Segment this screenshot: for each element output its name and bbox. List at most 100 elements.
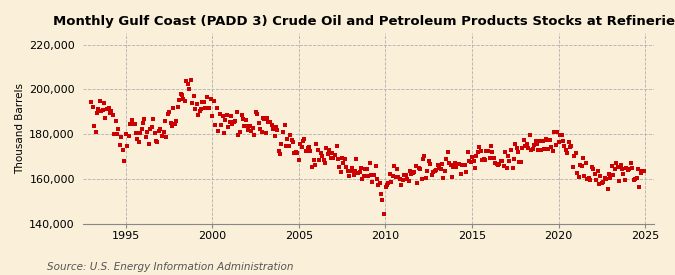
Point	[614, 179, 625, 183]
Point	[161, 135, 172, 139]
Point	[462, 150, 473, 155]
Point	[603, 172, 614, 177]
Point	[550, 143, 561, 147]
Point	[91, 111, 102, 115]
Point	[618, 172, 628, 176]
Point	[433, 166, 444, 171]
Point	[585, 178, 596, 182]
Point	[493, 162, 504, 167]
Point	[507, 165, 518, 170]
Point	[116, 134, 127, 139]
Point	[474, 144, 485, 149]
Point	[159, 119, 170, 123]
Point	[373, 183, 384, 187]
Point	[607, 163, 618, 168]
Point	[173, 97, 184, 102]
Point	[483, 148, 493, 153]
Point	[177, 93, 188, 97]
Point	[284, 144, 294, 148]
Point	[520, 144, 531, 148]
Point	[413, 166, 424, 170]
Point	[461, 170, 472, 174]
Point	[311, 142, 322, 146]
Point	[531, 142, 542, 147]
Point	[480, 158, 491, 162]
Point	[125, 122, 136, 126]
Point	[332, 156, 343, 161]
Point	[498, 164, 509, 168]
Point	[569, 154, 580, 158]
Point	[468, 159, 479, 163]
Point	[265, 120, 275, 124]
Point	[325, 156, 336, 161]
Point	[327, 151, 338, 155]
Point	[406, 172, 416, 177]
Point	[529, 143, 539, 147]
Point	[451, 165, 462, 169]
Point	[344, 174, 354, 179]
Point	[234, 130, 245, 134]
Point	[591, 178, 601, 182]
Point	[343, 169, 354, 174]
Point	[516, 160, 526, 164]
Point	[543, 147, 554, 151]
Point	[335, 169, 346, 174]
Point	[477, 158, 487, 163]
Point	[421, 175, 431, 180]
Point	[415, 167, 426, 172]
Point	[139, 117, 150, 121]
Point	[167, 123, 178, 128]
Point	[317, 154, 327, 158]
Point	[527, 147, 538, 152]
Point	[501, 166, 512, 170]
Point	[605, 176, 616, 180]
Point	[328, 155, 339, 160]
Point	[362, 167, 373, 171]
Point	[467, 155, 478, 159]
Point	[514, 160, 525, 164]
Point	[93, 107, 104, 112]
Point	[436, 162, 447, 167]
Point	[209, 99, 219, 104]
Point	[518, 138, 529, 142]
Point	[398, 177, 408, 182]
Point	[535, 138, 545, 143]
Point	[254, 127, 265, 131]
Point	[165, 121, 176, 126]
Point	[180, 99, 190, 103]
Point	[441, 156, 452, 161]
Point	[348, 172, 359, 177]
Point	[356, 166, 367, 170]
Point	[435, 166, 446, 171]
Point	[392, 166, 402, 171]
Point	[261, 131, 271, 135]
Point	[481, 149, 492, 153]
Point	[103, 106, 114, 111]
Point	[616, 167, 627, 172]
Point	[228, 120, 239, 125]
Point	[190, 107, 200, 111]
Point	[390, 175, 401, 180]
Point	[562, 151, 572, 155]
Point	[353, 171, 364, 176]
Point	[628, 178, 639, 182]
Point	[513, 150, 524, 154]
Point	[593, 182, 604, 186]
Point	[191, 101, 202, 106]
Point	[624, 167, 634, 172]
Point	[237, 117, 248, 121]
Point	[408, 171, 418, 175]
Point	[412, 180, 423, 185]
Point	[163, 111, 173, 116]
Point	[168, 105, 179, 110]
Point	[494, 162, 505, 166]
Point	[458, 163, 469, 167]
Point	[360, 166, 371, 171]
Point	[576, 164, 587, 168]
Point	[383, 180, 394, 185]
Point	[157, 134, 167, 139]
Point	[252, 112, 263, 117]
Point	[375, 192, 386, 196]
Point	[270, 125, 281, 129]
Point	[491, 162, 502, 167]
